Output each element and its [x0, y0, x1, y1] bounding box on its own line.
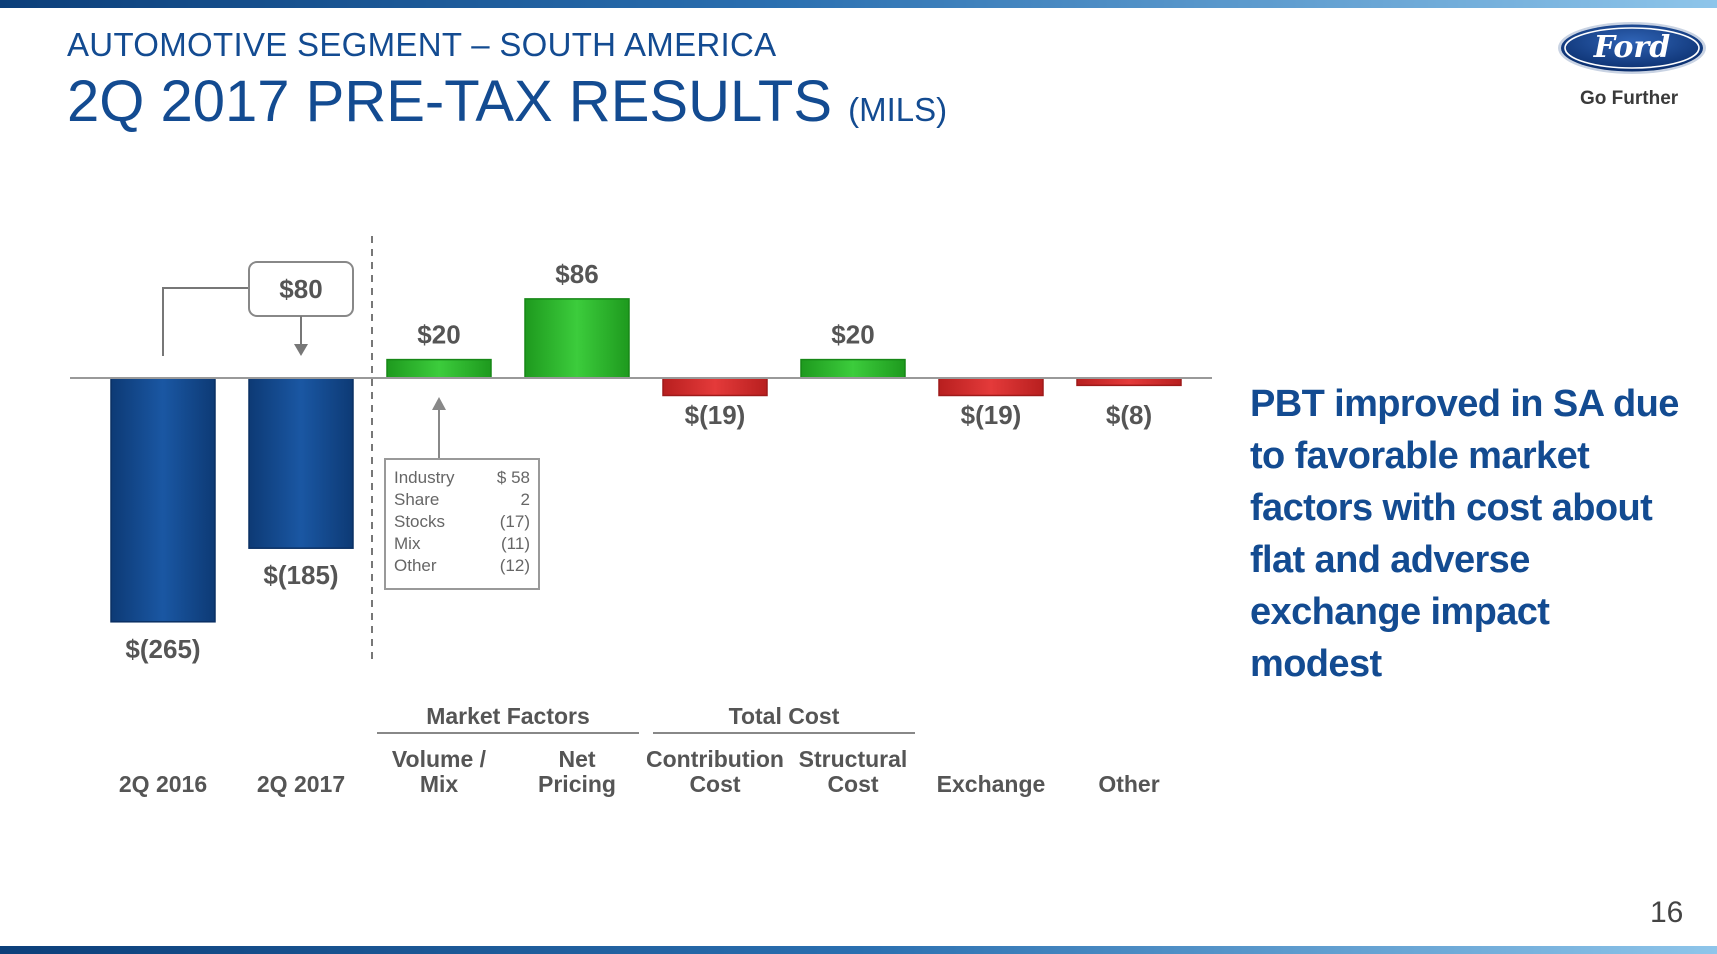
group-market-factors: Market Factors [377, 703, 639, 734]
top-accent-bar [0, 0, 1717, 8]
category-label-line: Other [1098, 771, 1159, 797]
change-arrow-head [294, 344, 308, 356]
bar-2q-2016 [110, 377, 216, 623]
value-label-2q-2016: $(265) [125, 634, 200, 664]
logo-wordmark: Ford [1593, 30, 1670, 65]
breakdown-box [384, 458, 540, 590]
category-label-line: Pricing [538, 771, 616, 797]
category-label-exchange: Exchange [937, 771, 1046, 797]
change-annotation: $80 [162, 261, 354, 356]
breakdown-item: Other [394, 556, 437, 575]
breakdown-row-other: Other (12) [394, 556, 530, 575]
breakdown-item: Mix [394, 534, 421, 553]
category-label-line: Exchange [937, 771, 1046, 797]
value-label-2q-2017: $(185) [263, 560, 338, 590]
value-label-net-pricing: $86 [555, 259, 598, 289]
bar-2q-2017 [248, 377, 354, 549]
callout-text: PBT improved in SA due to favorable mark… [1250, 383, 1679, 685]
group-label: Market Factors [426, 703, 590, 729]
breakdown-row-stocks: Stocks (17) [394, 512, 530, 531]
logo-tagline: Go Further [1580, 88, 1679, 109]
page-number: 16 [1650, 896, 1684, 929]
category-label-line: Mix [420, 771, 459, 797]
breakdown-value: (17) [500, 512, 530, 531]
category-label-line: 2Q 2017 [257, 771, 345, 797]
category-label-volume-mix: Volume /Mix [392, 746, 487, 797]
breakdown-row-mix: Mix (11) [394, 534, 530, 553]
category-label-2q-2016: 2Q 2016 [119, 771, 207, 797]
category-label-line: Structural [799, 746, 908, 772]
category-label-2q-2017: 2Q 2017 [257, 771, 345, 797]
bar-structural-cost [800, 358, 906, 379]
value-label-structural-cost: $20 [831, 320, 874, 350]
category-label-line: Cost [689, 771, 740, 797]
bar-exchange [938, 377, 1044, 397]
category-label-line: Volume / [392, 746, 487, 772]
value-label-volume-mix: $20 [417, 320, 460, 350]
category-label-line: Contribution [646, 746, 784, 772]
slide-title: 2Q 2017 PRE-TAX RESULTS (MILS) [67, 68, 947, 135]
category-label-line: 2Q 2016 [119, 771, 207, 797]
bar-volume-mix [386, 358, 492, 379]
category-label-line: Net [558, 746, 595, 772]
title-text: 2Q 2017 PRE-TAX RESULTS [67, 69, 833, 134]
bar-other [1076, 377, 1182, 387]
title-units: (MILS) [848, 91, 948, 128]
breakdown-value: (11) [501, 534, 530, 553]
breakdown-value: (12) [500, 556, 530, 575]
chart-annotations: $80 Industry $ 58 Share 2 Stocks (17) Mix (11) Ot… [70, 236, 1212, 665]
breakdown-value: $ 58 [497, 468, 530, 487]
change-label: $80 [279, 274, 322, 304]
bar-net-pricing [524, 298, 630, 379]
value-label-other: $(8) [1106, 400, 1152, 430]
breakdown-item: Share [394, 490, 439, 509]
chart-bars [110, 298, 1182, 623]
breakdown-value: 2 [521, 490, 530, 509]
value-label-exchange: $(19) [961, 400, 1022, 430]
change-bracket [162, 287, 249, 356]
breakdown-row-share: Share 2 [394, 490, 530, 509]
bar-contribution-cost [662, 377, 768, 397]
breakdown-item: Industry [394, 468, 455, 487]
volume-mix-breakdown: Industry $ 58 Share 2 Stocks (17) Mix (11) Other… [384, 397, 540, 590]
value-labels: $(265) $(185) $20 $86 $(19) $20 $(19) $(8) [125, 259, 1152, 664]
category-label-other: Other [1098, 771, 1159, 797]
breakdown-item: Stocks [394, 512, 445, 531]
waterfall-chart: $80 Industry $ 58 Share 2 Stocks (17) Mix (11) Ot… [70, 236, 1212, 797]
group-label: Total Cost [729, 703, 840, 729]
breakdown-arrow-head [432, 397, 446, 410]
ford-oval-logo-icon: Ford [1558, 22, 1706, 74]
category-label-line: Cost [827, 771, 878, 797]
group-total-cost: Total Cost [653, 703, 915, 734]
value-label-contribution-cost: $(19) [685, 400, 746, 430]
breakdown-row-industry: Industry $ 58 [394, 468, 530, 487]
slide-subtitle: AUTOMOTIVE SEGMENT – SOUTH AMERICA [67, 26, 777, 63]
bottom-accent-bar [0, 946, 1717, 954]
